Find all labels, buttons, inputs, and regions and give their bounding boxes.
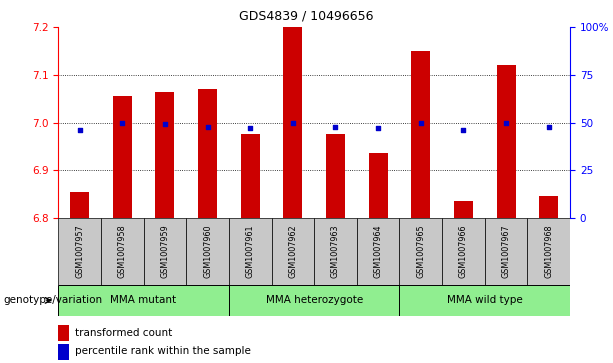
FancyBboxPatch shape	[58, 285, 570, 316]
FancyBboxPatch shape	[357, 218, 400, 285]
Point	[459, 127, 468, 133]
Bar	[155, 91, 175, 218]
FancyBboxPatch shape	[58, 218, 101, 285]
FancyBboxPatch shape	[485, 218, 527, 285]
Bar	[70, 192, 89, 218]
Text: GSM1007961: GSM1007961	[246, 225, 254, 278]
Point	[288, 120, 298, 126]
FancyBboxPatch shape	[314, 218, 357, 285]
Text: MMA mutant: MMA mutant	[110, 295, 177, 305]
Point	[544, 125, 554, 130]
Text: transformed count: transformed count	[75, 328, 172, 338]
Point	[203, 124, 213, 130]
Point	[75, 127, 85, 132]
Bar	[198, 89, 217, 218]
Bar	[454, 201, 473, 218]
FancyBboxPatch shape	[186, 218, 229, 285]
Text: MMA wild type: MMA wild type	[447, 295, 523, 305]
Bar	[326, 134, 345, 218]
Point	[501, 120, 511, 126]
Text: GSM1007957: GSM1007957	[75, 224, 84, 278]
Point	[373, 125, 383, 131]
FancyBboxPatch shape	[229, 218, 272, 285]
Point	[245, 125, 255, 131]
Point	[416, 120, 425, 126]
Text: GSM1007962: GSM1007962	[288, 225, 297, 278]
Bar	[368, 154, 388, 218]
Bar	[58, 325, 69, 341]
FancyBboxPatch shape	[400, 218, 442, 285]
Text: GSM1007959: GSM1007959	[161, 224, 169, 278]
Point	[160, 121, 170, 127]
Text: GSM1007967: GSM1007967	[501, 225, 511, 278]
FancyBboxPatch shape	[527, 218, 570, 285]
FancyBboxPatch shape	[143, 218, 186, 285]
Text: GSM1007968: GSM1007968	[544, 225, 554, 278]
Bar	[113, 96, 132, 218]
FancyBboxPatch shape	[101, 218, 143, 285]
Point	[330, 124, 340, 130]
Text: GSM1007965: GSM1007965	[416, 225, 425, 278]
Text: genotype/variation: genotype/variation	[3, 295, 102, 305]
Text: GSM1007963: GSM1007963	[331, 225, 340, 278]
Text: MMA heterozygote: MMA heterozygote	[265, 295, 363, 305]
Text: GSM1007966: GSM1007966	[459, 225, 468, 278]
FancyBboxPatch shape	[442, 218, 485, 285]
Text: GSM1007958: GSM1007958	[118, 225, 127, 278]
Bar	[240, 134, 260, 218]
Bar	[58, 344, 69, 360]
FancyBboxPatch shape	[272, 218, 314, 285]
Text: GDS4839 / 10496656: GDS4839 / 10496656	[239, 9, 374, 22]
Bar	[539, 196, 558, 218]
Bar	[411, 51, 430, 218]
Text: GSM1007964: GSM1007964	[374, 225, 383, 278]
Text: percentile rank within the sample: percentile rank within the sample	[75, 346, 251, 356]
Point	[117, 120, 127, 126]
Text: GSM1007960: GSM1007960	[203, 225, 212, 278]
Bar	[283, 27, 302, 218]
Bar	[497, 65, 516, 218]
